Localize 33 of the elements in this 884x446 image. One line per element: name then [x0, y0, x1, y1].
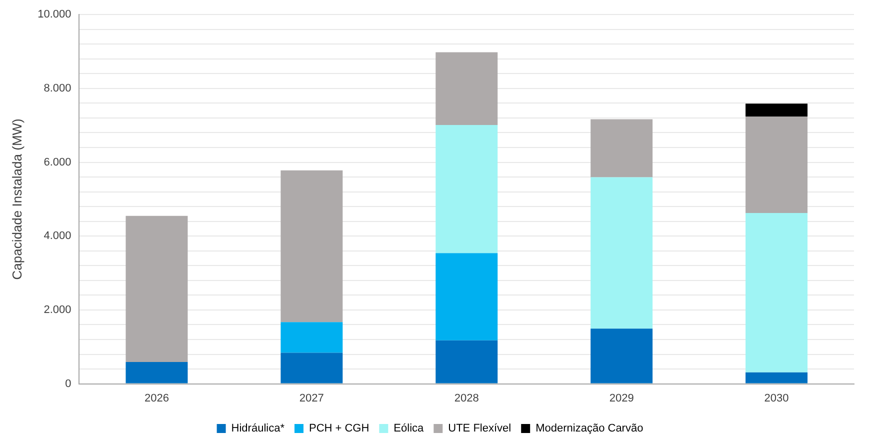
legend-label: Hidráulica* — [231, 422, 286, 435]
bar — [746, 213, 808, 372]
y-tick-label: 0 — [65, 378, 72, 390]
bar — [280, 170, 343, 322]
bar — [280, 322, 343, 353]
x-tick-label: 2030 — [764, 392, 789, 404]
bar — [590, 119, 653, 178]
bar — [436, 340, 498, 384]
legend-label: UTE Flexível — [448, 422, 512, 435]
x-tick-label: 2029 — [609, 392, 634, 404]
legend-label: Modernização Carvão — [536, 422, 644, 435]
x-tick-label: 2028 — [454, 392, 479, 404]
y-tick-label: 6.000 — [44, 156, 72, 168]
bar — [436, 253, 498, 340]
y-tick-label: 4.000 — [44, 230, 72, 242]
x-tick-label: 2026 — [144, 392, 169, 404]
legend-label: Eólica — [394, 422, 425, 435]
y-axis-title: Capacidade Instalada (MW) — [9, 118, 24, 280]
bar — [746, 104, 808, 116]
bar — [436, 52, 498, 125]
bar — [280, 352, 343, 384]
legend-label: PCH + CGH — [308, 422, 370, 435]
bar — [590, 177, 653, 329]
bar — [746, 116, 808, 214]
x-tick-label: 2027 — [299, 392, 324, 404]
bar — [436, 124, 498, 254]
bar — [746, 372, 808, 384]
bar — [126, 216, 188, 362]
y-tick-label: 10.000 — [38, 8, 72, 21]
bar — [126, 362, 188, 384]
y-tick-label: 2.000 — [44, 304, 72, 316]
y-tick-label: 8.000 — [44, 82, 72, 94]
bar — [590, 328, 653, 384]
